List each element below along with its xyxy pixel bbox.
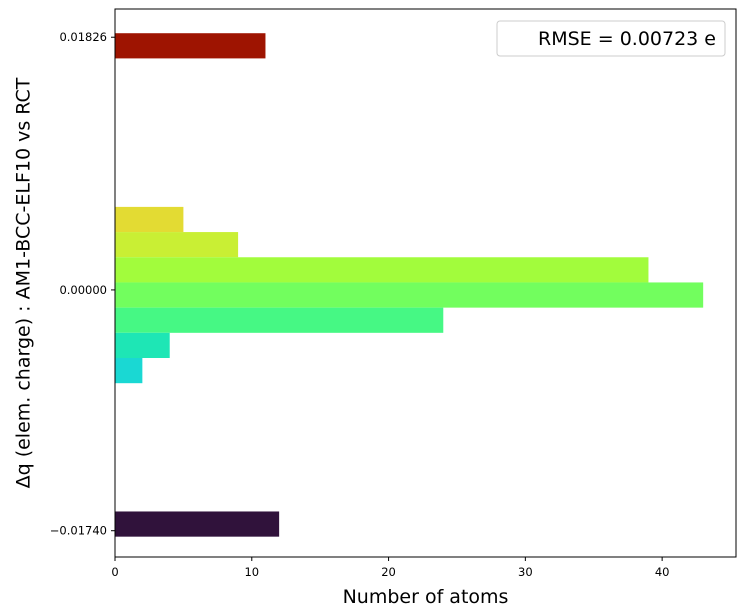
- x-axis-ticks: 0 10 20 30 40: [111, 557, 669, 579]
- y-axis-label: Δq (elem. charge) : AM1-BCC-ELF10 vs RCT: [13, 77, 35, 488]
- plot-frame: [114, 8, 737, 558]
- y-tick-label: 0.01826: [59, 30, 107, 44]
- y-tick-label: 0.00000: [59, 283, 107, 297]
- histogram-bar: [115, 332, 170, 359]
- x-tick-label: 0: [111, 565, 118, 579]
- y-tick-label: −0.01740: [50, 524, 107, 538]
- histogram-bar: [115, 33, 266, 59]
- x-tick-label: 40: [655, 565, 670, 579]
- legend-box: [496, 20, 726, 57]
- legend: RMSE = 0.00723 e: [496, 20, 726, 57]
- histogram-bar: [115, 511, 280, 537]
- histogram-bar: [115, 358, 143, 384]
- histogram-bar: [115, 282, 704, 308]
- x-axis-label: Number of atoms: [343, 586, 509, 608]
- histogram-bar: [115, 257, 649, 283]
- histogram-bar: [115, 206, 184, 233]
- y-axis-ticks: 0.01826 0.00000 −0.01740: [50, 30, 115, 538]
- bars-group: [115, 33, 704, 537]
- legend-text: RMSE = 0.00723 e: [538, 28, 716, 50]
- x-tick-label: 10: [244, 565, 259, 579]
- histogram-bar: [115, 307, 444, 333]
- histogram-bar: [115, 232, 239, 258]
- x-tick-label: 20: [381, 565, 396, 579]
- x-tick-label: 30: [518, 565, 533, 579]
